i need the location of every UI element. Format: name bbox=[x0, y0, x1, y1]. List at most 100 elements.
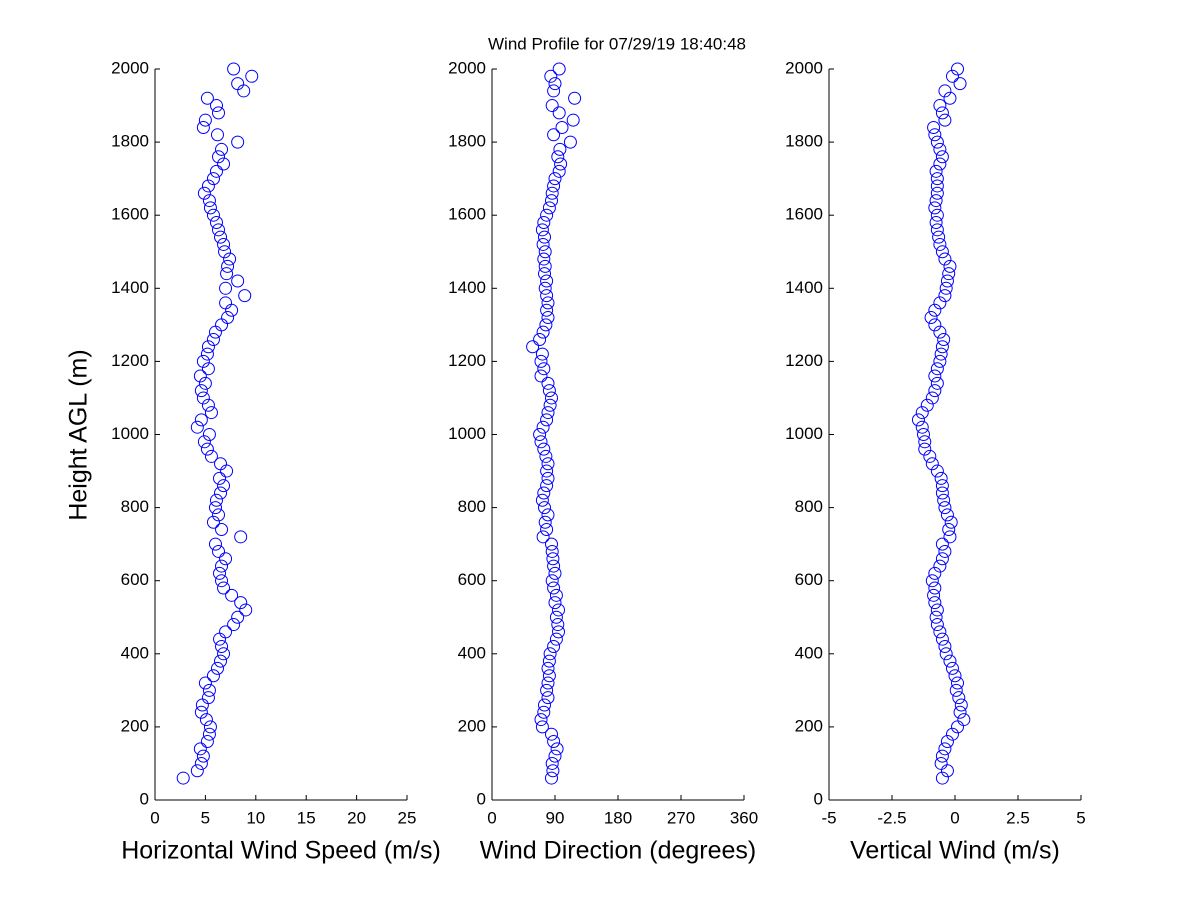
data-point bbox=[546, 764, 560, 778]
data-point bbox=[548, 749, 562, 763]
data-point bbox=[935, 106, 949, 120]
data-point bbox=[917, 428, 930, 441]
data-point bbox=[202, 683, 216, 697]
x-tick-label: 90 bbox=[546, 808, 565, 827]
data-point bbox=[548, 77, 562, 91]
data-point bbox=[193, 742, 207, 756]
x-axis-label: Horizontal Wind Speed (m/s) bbox=[121, 837, 441, 865]
data-point bbox=[925, 574, 939, 588]
data-point bbox=[933, 354, 947, 368]
data-point bbox=[536, 237, 550, 251]
data-point bbox=[928, 318, 942, 332]
data-point bbox=[930, 464, 944, 478]
data-point bbox=[925, 391, 939, 405]
data-point bbox=[206, 515, 220, 529]
x-axis-label: Vertical Wind (m/s) bbox=[850, 837, 1060, 865]
data-point bbox=[221, 259, 235, 273]
data-point bbox=[219, 552, 233, 566]
data-point bbox=[202, 727, 216, 741]
y-tick-label: 800 bbox=[795, 497, 823, 516]
x-tick-label: 15 bbox=[297, 808, 316, 827]
y-tick-label: 1200 bbox=[448, 351, 486, 370]
data-point bbox=[231, 135, 245, 149]
data-point bbox=[538, 259, 552, 273]
data-point bbox=[952, 691, 966, 705]
data-point bbox=[545, 194, 558, 208]
data-point bbox=[219, 625, 233, 639]
data-point bbox=[935, 749, 949, 763]
data-point bbox=[214, 654, 228, 668]
data-point bbox=[953, 77, 967, 91]
data-point bbox=[938, 501, 952, 515]
data-point bbox=[933, 237, 947, 251]
data-point bbox=[540, 303, 554, 317]
data-point bbox=[538, 515, 552, 529]
data-point bbox=[213, 566, 227, 580]
data-point bbox=[555, 120, 569, 134]
data-point bbox=[937, 332, 951, 346]
data-point bbox=[945, 727, 959, 741]
data-point bbox=[231, 77, 245, 91]
data-point bbox=[933, 625, 947, 639]
data-point bbox=[945, 69, 959, 83]
y-tick-label: 600 bbox=[121, 570, 149, 589]
data-point bbox=[214, 486, 228, 500]
data-point bbox=[943, 91, 957, 105]
x-tick-label: 0 bbox=[950, 808, 959, 827]
data-point bbox=[948, 669, 962, 683]
data-point bbox=[539, 318, 553, 332]
data-point bbox=[541, 691, 555, 705]
data-point bbox=[533, 332, 547, 346]
data-point bbox=[227, 62, 241, 76]
data-point bbox=[196, 391, 210, 405]
data-point bbox=[208, 501, 222, 515]
data-point bbox=[190, 420, 204, 434]
data-point bbox=[933, 559, 947, 573]
y-tick-label: 0 bbox=[140, 789, 149, 808]
data-point bbox=[534, 354, 548, 368]
data-point bbox=[219, 281, 233, 295]
data-point bbox=[198, 676, 212, 690]
data-point bbox=[540, 208, 554, 222]
data-point bbox=[534, 435, 548, 449]
data-point bbox=[535, 720, 549, 734]
data-point bbox=[202, 428, 216, 441]
x-tick-label: 0 bbox=[150, 808, 159, 827]
data-point bbox=[234, 530, 248, 544]
data-point bbox=[933, 99, 947, 113]
data-point bbox=[928, 566, 942, 580]
x-tick-label: 180 bbox=[604, 808, 632, 827]
data-point bbox=[542, 669, 556, 683]
data-point bbox=[209, 99, 223, 113]
data-point bbox=[549, 632, 563, 646]
data-point bbox=[196, 749, 210, 763]
data-point bbox=[541, 457, 555, 471]
y-tick-label: 1600 bbox=[448, 205, 486, 224]
data-point bbox=[552, 106, 566, 120]
data-point bbox=[920, 398, 934, 412]
data-point bbox=[938, 113, 952, 127]
data-point bbox=[563, 135, 577, 149]
data-point bbox=[545, 727, 558, 741]
data-point bbox=[940, 274, 954, 288]
data-point bbox=[929, 164, 943, 178]
data-point bbox=[928, 384, 942, 398]
data-point bbox=[943, 530, 957, 544]
data-point bbox=[194, 756, 208, 770]
data-point bbox=[197, 186, 211, 200]
data-point bbox=[954, 698, 968, 712]
data-point bbox=[535, 493, 549, 507]
data-point bbox=[203, 201, 217, 215]
y-axis-label: Height AGL (m) bbox=[65, 349, 93, 520]
data-point bbox=[547, 84, 561, 98]
data-point bbox=[212, 106, 226, 120]
data-point bbox=[549, 610, 563, 624]
data-point bbox=[951, 676, 965, 690]
data-point bbox=[935, 632, 949, 646]
data-point bbox=[198, 376, 212, 390]
y-tick-label: 400 bbox=[795, 643, 823, 662]
data-point bbox=[935, 150, 949, 164]
data-point bbox=[540, 289, 554, 303]
data-point bbox=[949, 683, 963, 697]
data-point bbox=[200, 91, 214, 105]
